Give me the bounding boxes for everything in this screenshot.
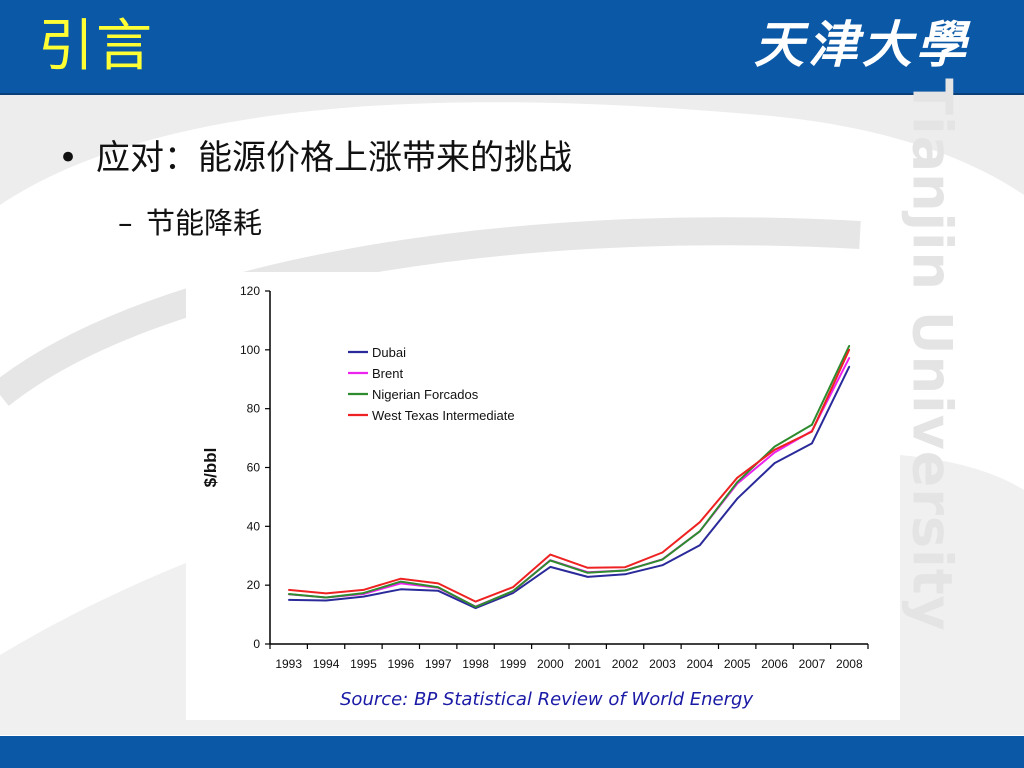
university-watermark: Tianjin University bbox=[900, 78, 964, 632]
chart-source: Source: BP Statistical Review of World E… bbox=[340, 689, 754, 710]
data-point bbox=[773, 445, 776, 448]
x-tick-label: 1994 bbox=[313, 657, 340, 671]
data-point bbox=[437, 582, 439, 585]
series-line-2 bbox=[288, 345, 851, 608]
x-tick-label: 2002 bbox=[612, 657, 639, 671]
data-point bbox=[811, 424, 813, 426]
y-tick-label: 40 bbox=[247, 519, 261, 533]
legend-entry: Brent bbox=[372, 366, 403, 381]
data-point bbox=[549, 553, 552, 556]
data-point bbox=[362, 589, 365, 591]
y-tick-label: 80 bbox=[247, 402, 261, 416]
data-point bbox=[549, 559, 552, 562]
data-point bbox=[512, 586, 514, 589]
data-point bbox=[773, 462, 776, 464]
x-tick-label: 2000 bbox=[537, 657, 564, 671]
data-point bbox=[586, 576, 589, 578]
data-point bbox=[400, 588, 402, 591]
university-logo: 天津大學 bbox=[754, 15, 970, 74]
bullet-point-2-text: 节能降耗 bbox=[146, 206, 263, 240]
y-tick-label: 60 bbox=[247, 461, 261, 475]
data-point bbox=[287, 589, 290, 591]
oil-price-chart: 0 20 40 60 80 100 120 1993 1994 1995 1996 1997 1998 1… bbox=[186, 272, 900, 720]
data-point bbox=[736, 481, 738, 484]
data-point bbox=[549, 566, 552, 568]
x-tick-label: 1995 bbox=[350, 657, 377, 671]
x-tick-label: 1996 bbox=[387, 657, 414, 671]
legend-entry: West Texas Intermediate bbox=[372, 408, 515, 423]
bullet-dot: • bbox=[58, 138, 79, 178]
data-point bbox=[699, 521, 701, 524]
series-line-3 bbox=[288, 349, 851, 603]
data-point bbox=[400, 580, 402, 583]
bullet-dash: – bbox=[118, 206, 133, 240]
data-point bbox=[848, 365, 851, 368]
data-point bbox=[400, 582, 402, 585]
oil-price-chart-svg: 0 20 40 60 80 100 120 1993 1994 1995 1996 1997 1998 1… bbox=[201, 284, 869, 671]
x-tick-label: 2006 bbox=[761, 657, 788, 671]
title-bar: 引言 天津大學 bbox=[0, 0, 1024, 95]
data-point bbox=[736, 476, 738, 479]
data-point bbox=[586, 572, 589, 574]
data-point bbox=[400, 577, 402, 580]
data-point bbox=[699, 544, 701, 546]
data-point bbox=[736, 497, 738, 500]
data-point bbox=[811, 430, 813, 433]
data-point bbox=[661, 558, 664, 561]
x-tick-label: 1999 bbox=[500, 657, 527, 671]
bullet-point-2: – 节能降耗 bbox=[118, 203, 262, 243]
data-point bbox=[474, 600, 477, 603]
x-tick-label: 2004 bbox=[686, 657, 713, 671]
data-point bbox=[773, 449, 776, 451]
bullet-point-1-text: 应对：能源价格上涨带来的挑战 bbox=[96, 138, 572, 178]
x-tick-label: 2008 bbox=[836, 657, 863, 671]
data-point bbox=[437, 589, 439, 592]
data-point bbox=[848, 356, 851, 359]
x-tick-label: 1998 bbox=[462, 657, 489, 671]
data-point bbox=[512, 592, 514, 594]
data-point bbox=[661, 564, 664, 566]
data-point bbox=[624, 566, 626, 569]
data-point bbox=[437, 586, 439, 589]
data-point bbox=[773, 451, 776, 454]
x-tick-label: 2005 bbox=[724, 657, 751, 671]
legend-entry: Dubai bbox=[372, 345, 406, 360]
x-tick-label: 1993 bbox=[275, 657, 302, 671]
y-tick-label: 120 bbox=[240, 284, 260, 298]
legend-entry: Nigerian Forcados bbox=[372, 387, 479, 402]
y-tick-label: 20 bbox=[247, 578, 261, 592]
y-axis-label: $/bbl bbox=[201, 448, 220, 488]
data-point bbox=[848, 348, 851, 351]
data-point bbox=[362, 592, 365, 594]
data-point bbox=[325, 599, 327, 602]
data-point bbox=[474, 606, 477, 608]
data-point bbox=[699, 530, 701, 533]
y-tick-label: 0 bbox=[253, 637, 260, 651]
x-tick-label: 2003 bbox=[649, 657, 676, 671]
data-point bbox=[287, 599, 290, 601]
data-point bbox=[325, 592, 327, 595]
bottom-bar bbox=[0, 736, 1024, 768]
slide-title: 引言 bbox=[38, 14, 154, 79]
x-tick-label: 2007 bbox=[799, 657, 826, 671]
data-point bbox=[811, 442, 813, 445]
x-tick-label: 2001 bbox=[574, 657, 601, 671]
data-point bbox=[325, 596, 327, 599]
x-tick-label: 1997 bbox=[425, 657, 452, 671]
y-tick-label: 100 bbox=[240, 343, 260, 357]
data-point bbox=[661, 551, 664, 554]
data-point bbox=[287, 593, 290, 595]
data-point bbox=[624, 569, 626, 572]
data-point bbox=[512, 590, 514, 592]
data-point bbox=[362, 595, 365, 598]
data-point bbox=[848, 344, 851, 347]
data-point bbox=[624, 573, 626, 576]
bullet-point-1: • 应对：能源价格上涨带来的挑战 bbox=[58, 136, 572, 180]
data-point bbox=[586, 567, 589, 569]
series-line-0 bbox=[288, 366, 851, 610]
